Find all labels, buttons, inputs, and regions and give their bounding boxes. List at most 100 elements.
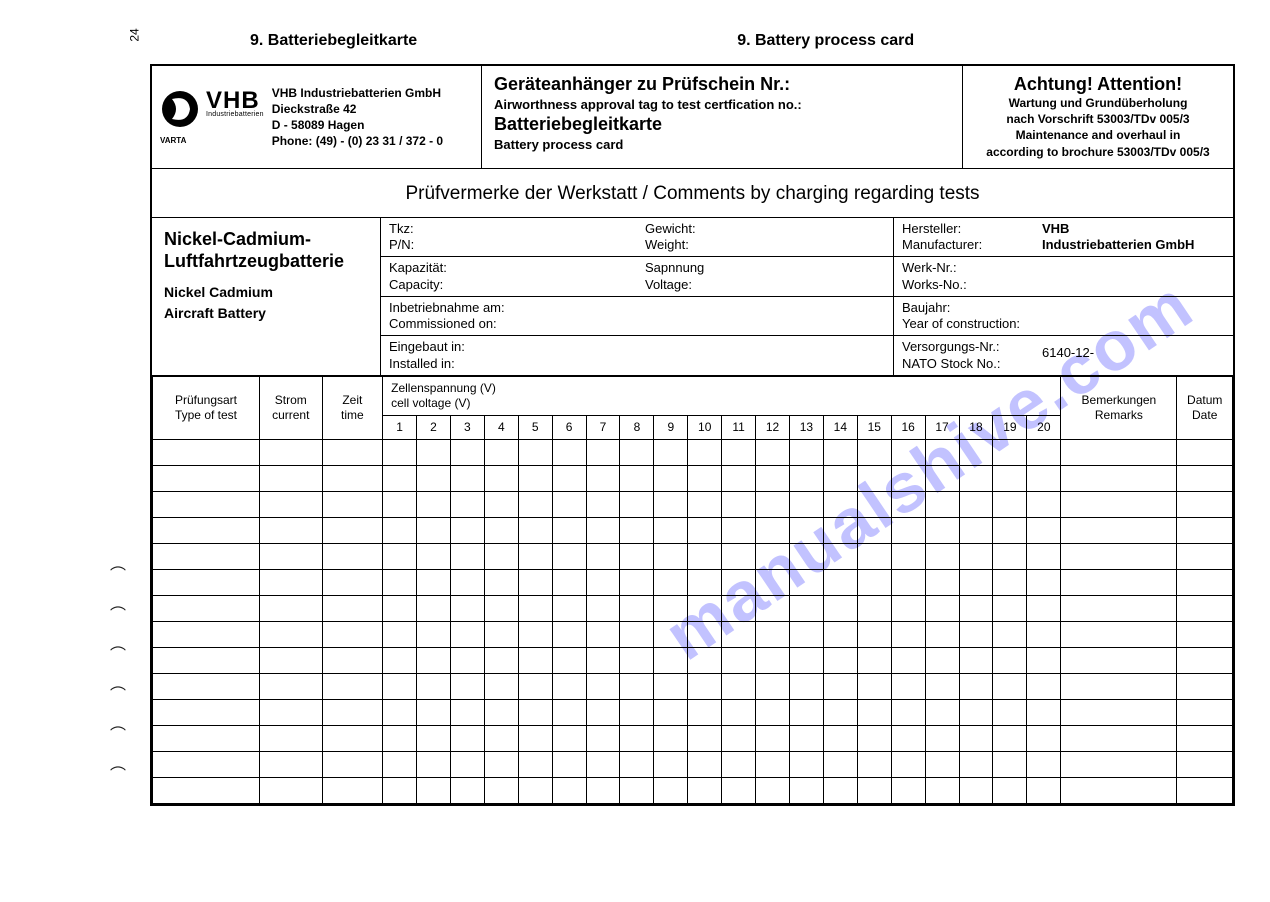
field-weight: Gewicht:Weight: xyxy=(637,218,893,257)
table-cell xyxy=(1027,491,1061,517)
table-cell xyxy=(586,699,620,725)
attention-l2: nach Vorschrift 53003/TDv 005/3 xyxy=(971,111,1225,127)
table-cell xyxy=(586,517,620,543)
table-cell xyxy=(722,517,756,543)
header-middle: Geräteanhänger zu Prüfschein Nr.: Airwor… xyxy=(482,66,963,168)
table-cell xyxy=(450,699,484,725)
table-row xyxy=(153,465,1233,491)
table-cell xyxy=(722,699,756,725)
table-cell xyxy=(756,491,790,517)
table-cell xyxy=(891,491,925,517)
table-cell xyxy=(620,491,654,517)
table-cell xyxy=(552,725,586,751)
table-cell xyxy=(857,595,891,621)
table-cell xyxy=(552,751,586,777)
table-cell xyxy=(1027,673,1061,699)
table-cell xyxy=(891,725,925,751)
table-cell xyxy=(552,673,586,699)
card-header: VARTA VHB Industriebatterien VHB Industr… xyxy=(152,66,1233,169)
table-cell xyxy=(654,439,688,465)
table-cell xyxy=(484,517,518,543)
table-cell xyxy=(417,569,451,595)
meta-middle: Tkz:P/N: Gewicht:Weight: Kapazität:Capac… xyxy=(381,218,893,375)
table-cell xyxy=(654,517,688,543)
table-cell xyxy=(823,465,857,491)
table-cell xyxy=(620,595,654,621)
table-cell xyxy=(857,569,891,595)
th-cell-19: 19 xyxy=(993,415,1027,439)
table-cell xyxy=(322,621,383,647)
table-cell xyxy=(959,725,993,751)
table-cell xyxy=(450,751,484,777)
table-cell xyxy=(823,621,857,647)
table-cell xyxy=(259,569,322,595)
table-row xyxy=(153,569,1233,595)
table-cell xyxy=(688,725,722,751)
table-cell xyxy=(959,569,993,595)
table-cell xyxy=(417,517,451,543)
table-cell xyxy=(153,647,260,673)
table-cell xyxy=(959,517,993,543)
table-row xyxy=(153,439,1233,465)
table-cell xyxy=(857,725,891,751)
th-date: DatumDate xyxy=(1177,376,1233,439)
field-capacity: Kapazität:Capacity: xyxy=(381,257,637,296)
table-cell xyxy=(383,439,417,465)
table-cell xyxy=(383,699,417,725)
table-cell xyxy=(925,439,959,465)
table-cell xyxy=(552,777,586,803)
vhb-logo-text: VHB xyxy=(206,89,264,113)
table-cell xyxy=(552,647,586,673)
table-cell xyxy=(789,751,823,777)
table-cell xyxy=(857,491,891,517)
table-cell xyxy=(322,543,383,569)
table-cell xyxy=(993,569,1027,595)
table-cell xyxy=(484,439,518,465)
table-cell xyxy=(722,673,756,699)
table-cell xyxy=(1061,465,1177,491)
table-cell xyxy=(153,569,260,595)
attention-l4: according to brochure 53003/TDv 005/3 xyxy=(971,144,1225,160)
table-cell xyxy=(688,569,722,595)
table-cell xyxy=(552,517,586,543)
table-cell xyxy=(1027,543,1061,569)
battery-type-de-l1: Nickel-Cadmium- xyxy=(164,228,370,251)
table-cell xyxy=(789,543,823,569)
table-cell xyxy=(857,439,891,465)
table-cell xyxy=(688,673,722,699)
attention-l1: Wartung und Grundüberholung xyxy=(971,95,1225,111)
table-cell xyxy=(789,569,823,595)
th-cell-7: 7 xyxy=(586,415,620,439)
table-cell xyxy=(383,569,417,595)
table-cell xyxy=(722,543,756,569)
field-tkz-pn: Tkz:P/N: xyxy=(381,218,637,257)
table-cell xyxy=(789,621,823,647)
th-remarks: BemerkungenRemarks xyxy=(1061,376,1177,439)
table-cell xyxy=(959,751,993,777)
table-cell xyxy=(259,621,322,647)
table-cell xyxy=(450,439,484,465)
table-cell xyxy=(823,699,857,725)
table-cell xyxy=(823,517,857,543)
table-cell xyxy=(552,595,586,621)
table-cell xyxy=(322,595,383,621)
table-cell xyxy=(484,621,518,647)
table-row xyxy=(153,725,1233,751)
table-cell xyxy=(518,699,552,725)
table-cell xyxy=(857,543,891,569)
table-cell xyxy=(450,569,484,595)
table-cell xyxy=(586,543,620,569)
table-cell xyxy=(484,595,518,621)
table-cell xyxy=(823,647,857,673)
table-cell xyxy=(959,647,993,673)
title-left: 9. Batteriebegleitkarte xyxy=(150,32,417,50)
table-cell xyxy=(322,569,383,595)
table-cell xyxy=(993,543,1027,569)
table-cell xyxy=(153,725,260,751)
th-cell-20: 20 xyxy=(1027,415,1061,439)
table-cell xyxy=(688,439,722,465)
field-manufacturer: Hersteller:Manufacturer: VHBIndustriebat… xyxy=(894,218,1233,257)
table-cell xyxy=(417,725,451,751)
table-cell xyxy=(789,673,823,699)
table-cell xyxy=(153,673,260,699)
